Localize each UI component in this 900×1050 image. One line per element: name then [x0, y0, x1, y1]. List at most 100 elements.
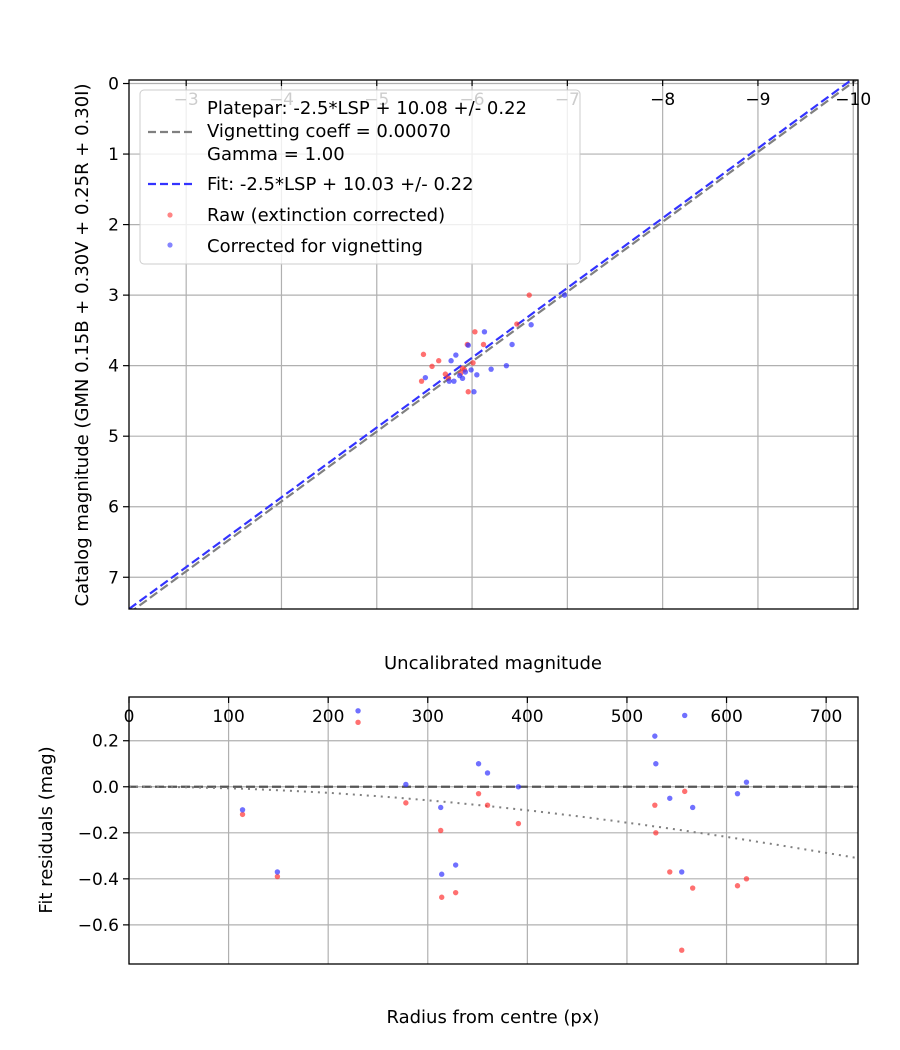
- top-raw-point: [418, 378, 425, 384]
- bot-corrected-point: [452, 862, 459, 868]
- bot-x-tick-label: 0: [124, 707, 135, 727]
- bot-x-tick-label: 500: [611, 707, 643, 727]
- top-scatter-points: [418, 292, 568, 395]
- top-raw-point: [465, 389, 471, 395]
- top-y-tick-label: 2: [108, 216, 119, 236]
- top-corrected-point: [528, 322, 534, 328]
- bot-corrected-point: [403, 781, 409, 788]
- top-corrected-point: [474, 372, 480, 378]
- top-corrected-point: [459, 375, 466, 382]
- bot-raw-point: [734, 883, 741, 889]
- top-y-tick-label: 3: [108, 286, 119, 306]
- top-raw-point: [436, 358, 442, 364]
- legend-box: [139, 89, 581, 265]
- bot-x-tick-label: 600: [710, 707, 742, 727]
- top-corrected-point: [446, 378, 452, 384]
- top-raw-point: [442, 371, 449, 377]
- bot-corrected-point: [355, 708, 361, 714]
- bot-corrected-point: [682, 712, 688, 719]
- legend-blue-marker: [167, 242, 173, 248]
- bottom-reference-lines: [129, 785, 858, 860]
- top-x-tick-label: −10: [835, 90, 871, 110]
- top-corrected-point: [468, 367, 474, 373]
- bot-raw-point: [452, 889, 459, 896]
- top-raw-point: [480, 341, 487, 348]
- top-corrected-point: [481, 329, 488, 335]
- top-corrected-point: [488, 366, 494, 372]
- bottom-scatter-points: [239, 708, 750, 953]
- bot-raw-point: [355, 719, 361, 726]
- bot-raw-point: [484, 802, 491, 808]
- top-y-tick-label: 4: [108, 357, 119, 377]
- bot-corrected-point: [484, 770, 491, 776]
- top-corrected-point: [462, 369, 469, 375]
- bot-corrected-point: [439, 871, 445, 877]
- bot-raw-point: [439, 894, 445, 900]
- bot-x-tick-label: 400: [511, 707, 543, 727]
- bot-y-tick-label: 0.2: [92, 732, 119, 752]
- legend-fit: Fit: -2.5*LSP + 10.03 +/- 0.22: [207, 174, 474, 195]
- bottom-x-axis-label: Radius from centre (px): [386, 1007, 599, 1028]
- bot-raw-point: [515, 820, 522, 827]
- top-corrected-point: [561, 292, 568, 298]
- bot-raw-point: [653, 830, 659, 836]
- bot-y-tick-label: −0.6: [78, 916, 119, 936]
- bottom-chart: 0 100 200 300 400 500 600 700 0.2 0.0 −0.2 −0.4 −0.6…: [36, 696, 859, 1028]
- legend-raw: Raw (extinction corrected): [207, 205, 445, 226]
- bot-corrected-point: [475, 761, 482, 767]
- top-corrected-point: [453, 352, 459, 358]
- bot-corrected-point: [689, 804, 696, 811]
- bottom-y-axis-label: Fit residuals (mag): [36, 746, 57, 913]
- bottom-plot-frame: [128, 696, 859, 965]
- top-corrected-point: [448, 358, 454, 364]
- bot-raw-point: [438, 827, 444, 834]
- top-line-platepar: [132, 80, 858, 609]
- top-y-axis-label: Catalog magnitude (GMN 0.15B + 0.30V + 0…: [72, 83, 93, 606]
- legend-red-marker: [167, 212, 173, 218]
- top-corrected-point: [509, 341, 515, 348]
- bot-corrected-point: [438, 804, 444, 811]
- bot-raw-point: [679, 947, 685, 953]
- bot-raw-point: [682, 788, 688, 795]
- bot-corrected-point: [743, 779, 750, 785]
- bot-corrected-point: [652, 733, 658, 739]
- bot-raw-point: [475, 790, 482, 797]
- top-raw-point: [470, 360, 476, 366]
- bot-raw-point: [689, 885, 696, 891]
- bot-corrected-point: [515, 784, 522, 790]
- bot-corrected-point: [679, 869, 685, 875]
- bot-corrected-point: [667, 795, 673, 801]
- top-x-tick-label: −9: [745, 90, 770, 110]
- bot-y-tick-label: −0.2: [78, 824, 119, 844]
- top-y-tick-label: 7: [108, 568, 119, 588]
- top-x-axis-label: Uncalibrated magnitude: [384, 653, 602, 674]
- bot-line-vignetting: [129, 785, 858, 860]
- bot-raw-point: [239, 811, 246, 818]
- bot-corrected-point: [239, 807, 246, 813]
- legend-gamma: Gamma = 1.00: [207, 144, 345, 165]
- top-y-tick-label: 5: [108, 427, 119, 447]
- bot-y-tick-label: −0.4: [78, 870, 119, 890]
- top-x-tick-label: −8: [650, 90, 675, 110]
- bot-x-tick-label: 200: [312, 707, 344, 727]
- bot-raw-point: [743, 876, 750, 882]
- top-plot-frame: [128, 79, 859, 610]
- legend-corrected: Corrected for vignetting: [207, 236, 423, 257]
- top-line-fit: [129, 80, 854, 609]
- top-fit-lines: [129, 80, 858, 609]
- bot-y-tick-label: 0.0: [92, 778, 119, 798]
- top-raw-point: [514, 321, 520, 327]
- top-corrected-point: [465, 342, 471, 348]
- bottom-axis-ticks: 0 100 200 300 400 500 600 700 0.2 0.0 −0.2 −0.4 −0.6: [78, 697, 842, 936]
- top-corrected-point: [422, 374, 429, 381]
- bot-raw-point: [667, 869, 673, 875]
- bot-raw-point: [403, 800, 409, 806]
- bot-corrected-point: [653, 761, 659, 767]
- legend-vignetting: Vignetting coeff = 0.00070: [207, 121, 451, 142]
- top-corrected-point: [451, 378, 457, 384]
- top-raw-point: [420, 351, 427, 358]
- top-raw-point: [429, 363, 435, 370]
- bot-corrected-point: [734, 790, 741, 797]
- bot-x-tick-label: 300: [412, 707, 444, 727]
